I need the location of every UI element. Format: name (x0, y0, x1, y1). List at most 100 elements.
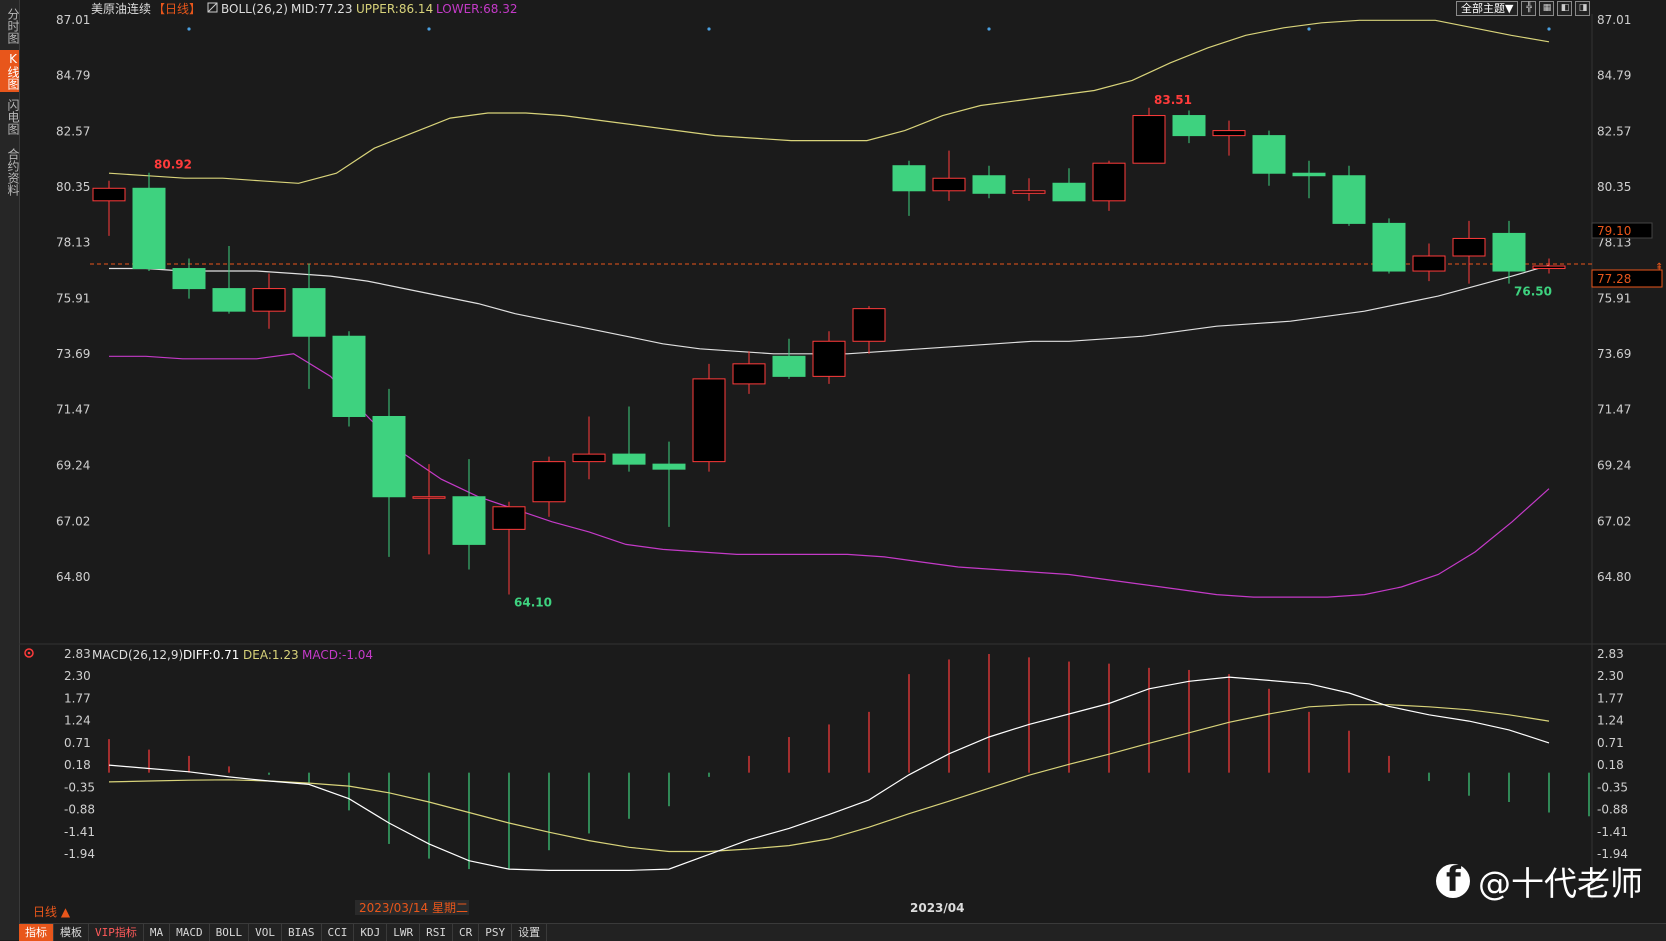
time-marker-dot (1307, 27, 1311, 31)
price-tick-left: 80.35 (56, 180, 90, 194)
tab-flash[interactable]: 闪电图 (6, 99, 20, 135)
indicator-tab-macd[interactable]: MACD (170, 924, 210, 941)
tab-contract-info[interactable]: 合约资料 (6, 148, 20, 196)
indicator-tab-cr[interactable]: CR (453, 924, 480, 941)
time-marker-dot (1547, 27, 1551, 31)
price-tick-right: 87.01 (1597, 13, 1631, 27)
macd-tick-right: 1.77 (1597, 691, 1624, 705)
indicator-tab-cci[interactable]: CCI (322, 924, 355, 941)
candle-body (1052, 182, 1086, 202)
price-annotations: 80.92 64.10 83.51 76.50 (154, 93, 1552, 610)
candle-body (1332, 175, 1366, 224)
candle-body (452, 496, 486, 545)
prev-icon[interactable]: ◧ (1557, 1, 1573, 16)
theme-dropdown[interactable]: 全部主题▼ (1456, 1, 1519, 16)
indicator-tab-模板[interactable]: 模板 (54, 924, 89, 941)
price-annotation: 64.10 (514, 596, 552, 610)
candle-body (772, 355, 806, 377)
candle-body (1372, 222, 1406, 272)
last-price-tag (1591, 269, 1663, 288)
price-tick-right: 84.79 (1597, 69, 1631, 83)
indicator-tab-指标[interactable]: 指标 (19, 924, 54, 941)
price-axis: 87.01 87.01 84.79 84.79 82.57 82.57 80.35 80.35… (56, 13, 1631, 584)
candle-body (332, 335, 366, 417)
candle-body (492, 506, 526, 530)
candle-body (812, 340, 846, 377)
candle-body (892, 165, 926, 192)
macd-tick-left: -0.88 (64, 803, 95, 817)
symbol-name: 美原油连续 (91, 1, 151, 16)
indicator-tab-vol[interactable]: VOL (249, 924, 282, 941)
tab-kline[interactable]: K线图 (0, 50, 20, 92)
candle-body (92, 187, 126, 202)
cursor-date: 2023/03/14 星期二 (359, 901, 468, 915)
macd-tick-left: 2.83 (64, 647, 91, 661)
price-tick-left: 84.79 (56, 69, 90, 83)
tab-time-share[interactable]: 分时图 (6, 8, 20, 44)
macd-tick-right: 1.24 (1597, 714, 1624, 728)
candle-body (1092, 162, 1126, 202)
next-icon[interactable]: ◨ (1575, 1, 1591, 16)
price-tick-right: 82.57 (1597, 124, 1631, 138)
price-tick-left: 71.47 (56, 403, 90, 417)
candle-body (132, 187, 166, 270)
price-tick-right: 64.80 (1597, 570, 1631, 584)
candle-body (1012, 190, 1046, 194)
candle-body (852, 308, 886, 342)
macd-diff-value: DIFF:0.71 (183, 648, 239, 662)
price-tick-left: 69.24 (56, 459, 90, 473)
candle-body (1252, 135, 1286, 174)
facebook-icon (1436, 860, 1470, 900)
macd-tick-right: -0.88 (1597, 803, 1628, 817)
last-price-text: 77.28 (1597, 272, 1631, 286)
candle-body (1132, 115, 1166, 164)
indicator-tab-boll[interactable]: BOLL (210, 924, 250, 941)
grid-icon[interactable]: ▦ (1539, 1, 1555, 16)
indicator-tab-ma[interactable]: MA (144, 924, 171, 941)
indicator-tab-bias[interactable]: BIAS (282, 924, 322, 941)
price-tick-left: 82.57 (56, 124, 90, 138)
indicator-tab-vip指标[interactable]: VIP指标 (89, 924, 144, 941)
candle-body (652, 463, 686, 470)
macd-tick-left: -1.94 (64, 847, 95, 861)
price-tick-right: 69.24 (1597, 459, 1631, 473)
macd-tick-right: 2.30 (1597, 669, 1624, 683)
price-annotation: 76.50 (1514, 285, 1552, 299)
period-selector[interactable]: 日线 ▲ (33, 905, 71, 919)
macd-lines (108, 676, 1550, 872)
scroll-up-icon[interactable]: ⇞ (1655, 262, 1663, 273)
boll-upper-value: UPPER:86.14 (356, 2, 433, 16)
indicator-tab-psy[interactable]: PSY (479, 924, 513, 941)
indicator-tab-rsi[interactable]: RSI (420, 924, 453, 941)
candle-body (732, 363, 766, 385)
indicator-icon (207, 2, 218, 13)
macd-tick-right: 0.71 (1597, 736, 1624, 750)
boll-label: BOLL(26,2) (221, 2, 288, 16)
price-tick-right: 80.35 (1597, 180, 1631, 194)
macd-dea-line (108, 704, 1550, 853)
indicator-tab-kdj[interactable]: KDJ (354, 924, 388, 941)
candle-body (412, 496, 446, 499)
price-tick-left: 87.01 (56, 13, 90, 27)
indicator-tab-设置[interactable]: 设置 (512, 924, 548, 941)
macd-dea-value: DEA:1.23 (243, 648, 299, 662)
indicator-tab-lwr[interactable]: LWR (387, 924, 421, 941)
candle-body (1452, 237, 1486, 257)
boll-mid-value: MID:77.23 (291, 2, 353, 16)
watermark: @十代老师 (1436, 859, 1643, 903)
marker-price-text: 79.10 (1597, 224, 1631, 238)
candle-body (932, 177, 966, 192)
price-annotation: 80.92 (154, 158, 192, 172)
candles (92, 107, 1566, 595)
time-marker-dots (187, 27, 1551, 31)
layout-icon[interactable]: ╬ (1521, 1, 1537, 16)
macd-diff-line (108, 676, 1550, 872)
price-tick-left: 64.80 (56, 570, 90, 584)
macd-settings-icon[interactable] (24, 648, 34, 658)
macd-tick-left: 0.71 (64, 736, 91, 750)
candle-body (572, 453, 606, 463)
macd-tick-left: -1.41 (64, 825, 95, 839)
top-right-toolbar: 全部主题▼ ╬ ▦ ◧ ◨ (1456, 1, 1591, 16)
price-tick-right: 78.13 (1597, 236, 1631, 250)
